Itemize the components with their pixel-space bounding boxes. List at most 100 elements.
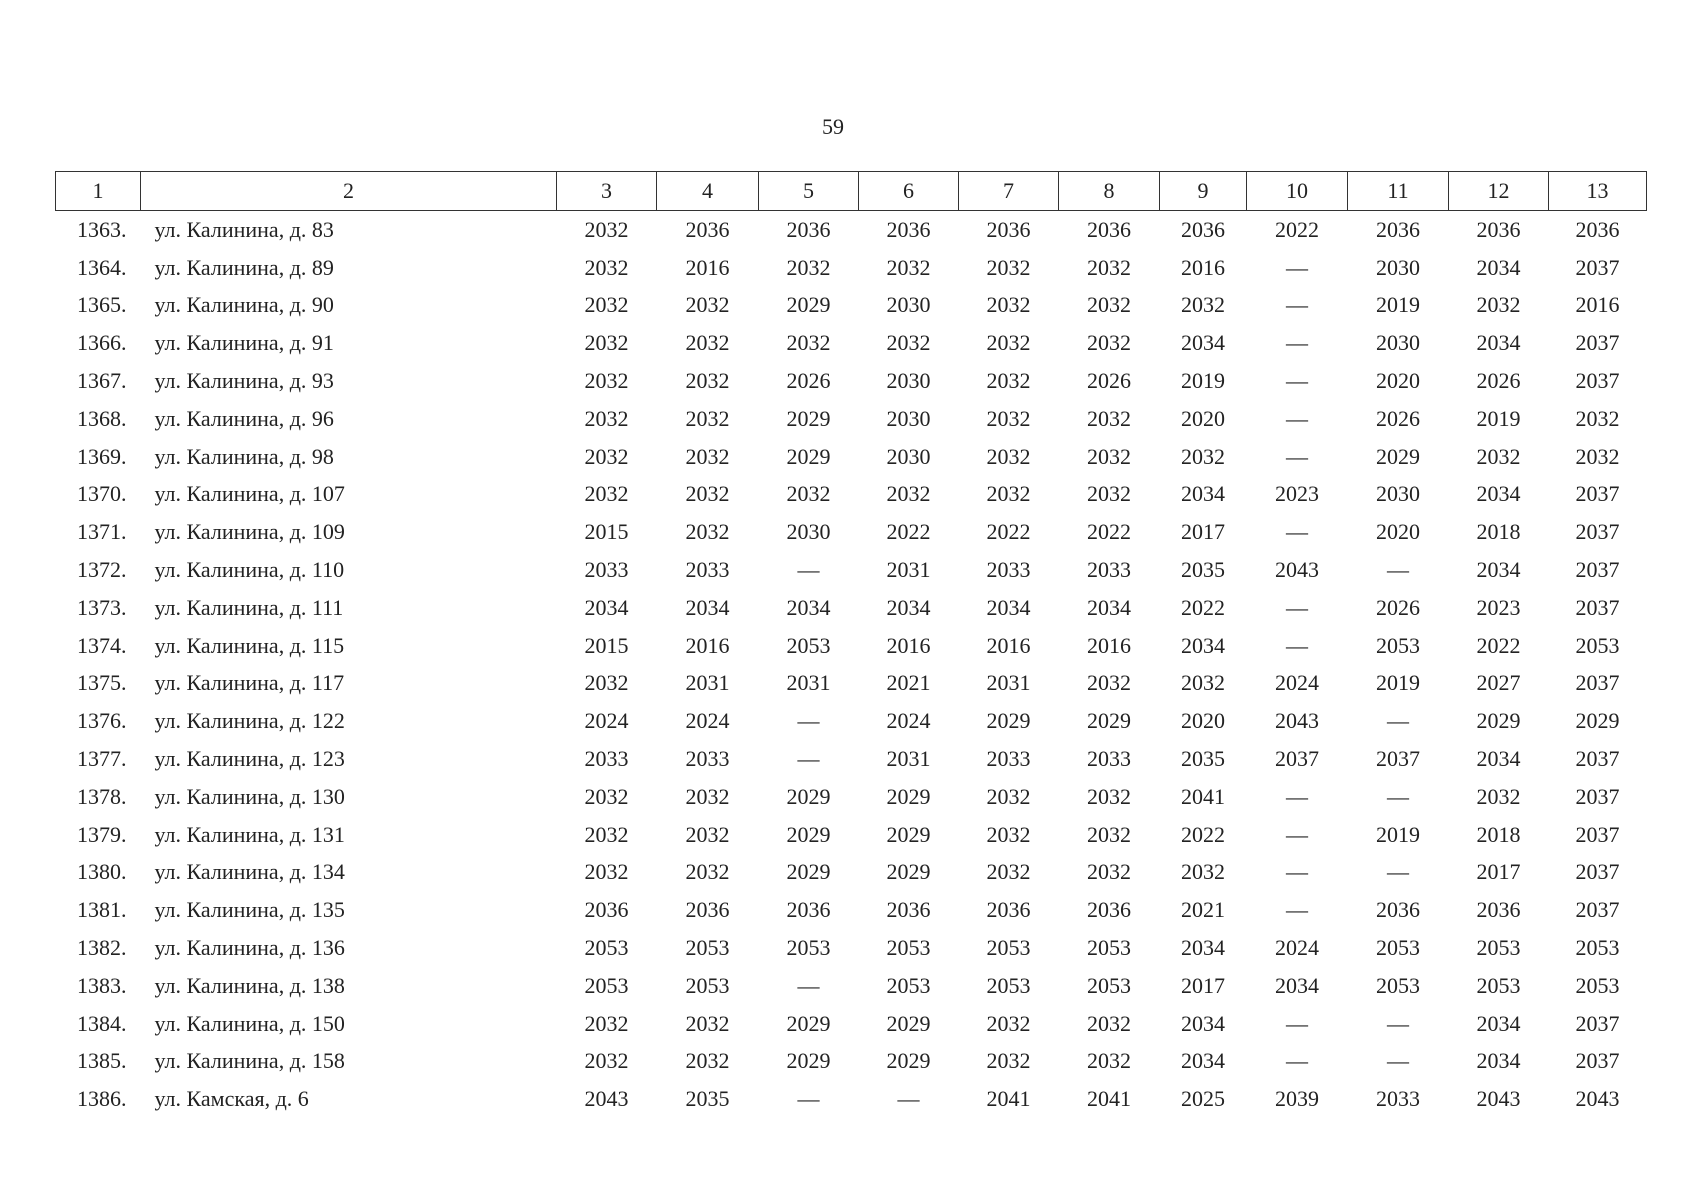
address: ул. Калинина, д. 131 xyxy=(154,821,345,847)
table-row: 1368. ул. Калинина, д. 96 2032 2032 2029 2030… xyxy=(56,400,1647,438)
row-number: 1385. xyxy=(77,1048,127,1074)
year-cell: 2032 xyxy=(685,405,730,431)
year-cell: 2032 xyxy=(1087,405,1131,431)
year-cell: 2032 xyxy=(986,1048,1031,1074)
table-row: 1383. ул. Калинина, д. 138 2053 2053 — 2053 20… xyxy=(56,967,1647,1005)
year-cell: 2032 xyxy=(685,292,730,318)
year-cell: 2033 xyxy=(685,557,730,583)
year-cell: 2037 xyxy=(1575,368,1620,394)
year-cell: 2029 xyxy=(786,859,831,885)
year-cell: 2032 xyxy=(786,330,831,356)
table-row: 1366. ул. Калинина, д. 91 2032 2032 2032 2032… xyxy=(56,324,1647,362)
address: ул. Калинина, д. 96 xyxy=(154,405,334,431)
row-number: 1377. xyxy=(77,746,127,772)
address: ул. Калинина, д. 117 xyxy=(154,670,345,696)
table: 1 2 3 4 5 6 7 8 9 10 11 12 13 1363. ул. Калинина, д. … xyxy=(55,171,1647,1118)
year-cell: 2036 xyxy=(1376,216,1420,242)
year-cell: 2026 xyxy=(1376,594,1420,620)
year-cell: 2030 xyxy=(1376,481,1420,507)
year-cell: 2037 xyxy=(1575,821,1620,847)
year-cell: — xyxy=(1286,292,1308,318)
year-cell: — xyxy=(1286,897,1308,923)
address: ул. Калинина, д. 150 xyxy=(154,1010,345,1036)
row-number: 1370. xyxy=(77,481,127,507)
year-cell: 2053 xyxy=(1376,632,1420,658)
row-number: 1374. xyxy=(77,632,127,658)
address: ул. Калинина, д. 109 xyxy=(154,519,345,545)
year-cell: 2036 xyxy=(685,216,730,242)
year-cell: 2032 xyxy=(685,481,730,507)
year-cell: 2030 xyxy=(1376,330,1420,356)
year-cell: 2032 xyxy=(1476,443,1521,469)
year-cell: 2032 xyxy=(986,292,1031,318)
year-cell: 2032 xyxy=(685,443,730,469)
row-number: 1364. xyxy=(77,254,127,280)
year-cell: 2032 xyxy=(986,443,1031,469)
year-cell: 2029 xyxy=(886,1048,931,1074)
year-cell: 2033 xyxy=(1376,1086,1420,1112)
year-cell: — xyxy=(1286,1010,1308,1036)
header-cell: 11 xyxy=(1347,171,1449,211)
year-cell: 2026 xyxy=(1376,405,1420,431)
year-cell: 2034 xyxy=(1476,330,1521,356)
year-cell: — xyxy=(1286,821,1308,847)
address: ул. Калинина, д. 90 xyxy=(154,292,334,318)
year-cell: 2053 xyxy=(1476,972,1521,998)
year-cell: 2036 xyxy=(886,216,931,242)
year-cell: 2053 xyxy=(986,972,1031,998)
page-number: 59 xyxy=(822,114,844,139)
year-cell: 2043 xyxy=(1476,1086,1521,1112)
year-cell: 2032 xyxy=(584,216,629,242)
year-cell: 2019 xyxy=(1376,821,1420,847)
year-cell: — xyxy=(1286,594,1308,620)
table-body: 1363. ул. Калинина, д. 83 2032 2036 2036 2036… xyxy=(56,211,1647,1119)
year-cell: 2029 xyxy=(886,821,931,847)
year-cell: 2053 xyxy=(1087,972,1131,998)
year-cell: 2053 xyxy=(786,632,831,658)
row-number: 1373. xyxy=(77,594,127,620)
year-cell: 2037 xyxy=(1575,330,1620,356)
year-cell: 2019 xyxy=(1376,292,1420,318)
table-row: 1364. ул. Калинина, д. 89 2032 2016 2032 2032… xyxy=(56,249,1647,287)
year-cell: 2033 xyxy=(1087,746,1131,772)
year-cell: 2053 xyxy=(1575,935,1620,961)
year-cell: 2032 xyxy=(986,481,1031,507)
table-row: 1371. ул. Калинина, д. 109 2015 2032 2030 202… xyxy=(56,513,1647,551)
table-row: 1384. ул. Калинина, д. 150 2032 2032 2029 202… xyxy=(56,1005,1647,1043)
year-cell: 2036 xyxy=(786,897,831,923)
header-cell: 2 xyxy=(140,171,557,211)
year-cell: — xyxy=(797,972,820,998)
year-cell: 2034 xyxy=(1476,481,1521,507)
year-cell: 2037 xyxy=(1575,519,1620,545)
row-number: 1382. xyxy=(77,935,127,961)
year-cell: 2034 xyxy=(1181,1010,1225,1036)
year-cell: 2024 xyxy=(1275,670,1319,696)
address: ул. Калинина, д. 98 xyxy=(154,443,334,469)
year-cell: 2032 xyxy=(685,821,730,847)
year-cell: 2023 xyxy=(1275,481,1319,507)
year-cell: 2031 xyxy=(886,557,931,583)
year-cell: 2034 xyxy=(986,594,1031,620)
year-cell: 2032 xyxy=(986,368,1031,394)
year-cell: 2036 xyxy=(1087,897,1131,923)
year-cell: 2016 xyxy=(986,632,1031,658)
year-cell: 2032 xyxy=(685,519,730,545)
year-cell: 2032 xyxy=(986,859,1031,885)
year-cell: 2016 xyxy=(886,632,931,658)
year-cell: 2032 xyxy=(1476,292,1521,318)
year-cell: 2032 xyxy=(886,481,931,507)
year-cell: 2041 xyxy=(986,1086,1031,1112)
year-cell: 2037 xyxy=(1575,1048,1620,1074)
year-cell: 2031 xyxy=(886,746,931,772)
year-cell: 2021 xyxy=(1181,897,1225,923)
year-cell: 2029 xyxy=(1575,708,1620,734)
address: ул. Камская, д. 6 xyxy=(154,1086,309,1112)
table-row: 1367. ул. Калинина, д. 93 2032 2032 2026 2030… xyxy=(56,362,1647,400)
year-cell: 2053 xyxy=(584,935,629,961)
year-cell: 2026 xyxy=(786,368,831,394)
year-cell: 2032 xyxy=(584,481,629,507)
row-number: 1375. xyxy=(77,670,127,696)
address: ул. Калинина, д. 130 xyxy=(154,783,345,809)
header-cell: 10 xyxy=(1246,171,1348,211)
year-cell: 2031 xyxy=(685,670,730,696)
